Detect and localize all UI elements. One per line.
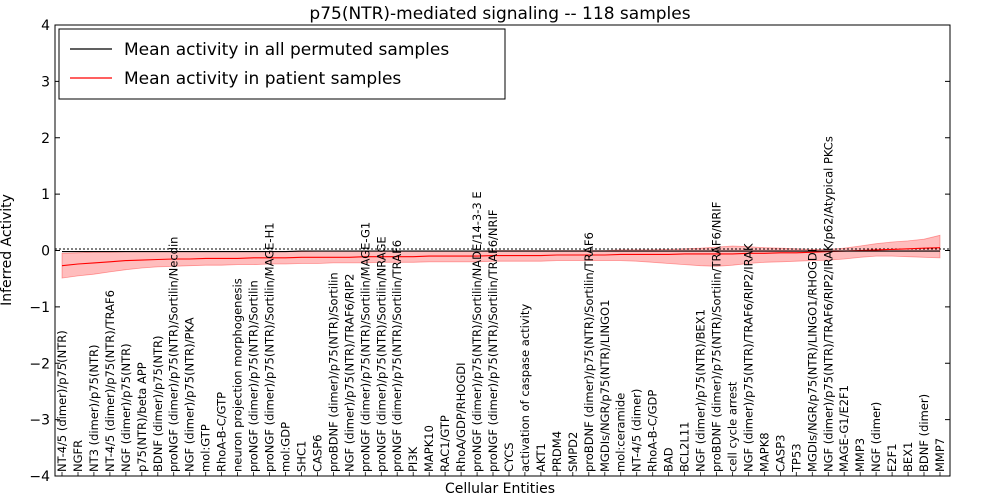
y-axis-ticks: −4 −3 −2 −1 0 1 2 3 4: [29, 18, 950, 485]
y-tick-label: 3: [41, 74, 50, 90]
category-label: NT3 (dimer)/p75(NTR): [87, 345, 101, 472]
category-label: PRDM4: [550, 431, 564, 472]
category-label: SMPD2: [566, 432, 580, 472]
category-label: MMP3: [853, 438, 867, 472]
patient-mean-line: [61, 247, 941, 267]
category-label: proNGF (dimer)/p75(NTR)/Sortilin/MAGE-G1: [358, 222, 372, 472]
category-label: MMP7: [933, 438, 947, 472]
category-label: RhoA-B-C/GDP: [646, 390, 660, 472]
category-label: MAGE-G1/E2F1: [837, 385, 851, 472]
legend-box: [58, 28, 506, 100]
category-label: RhoA/GDP/RHOGDI: [454, 363, 468, 472]
plot-area: NT-4/5 (dimer)/p75(NTR) NGFR NT3 (dimer)/p…: [54, 24, 951, 477]
category-label: NGF (dimer)/p75(NTR): [119, 343, 133, 472]
y-tick-label: −3: [29, 413, 50, 429]
category-label: TP53: [789, 443, 803, 473]
y-tick-label: 2: [41, 131, 50, 147]
category-label: proNGF (dimer)/p75(NTR)/Sortilin/Necdin: [167, 237, 181, 472]
category-label: CASP3: [773, 435, 787, 472]
category-label: proBDNF (dimer)/p75(NTR)/Sortilin/TRAF6: [582, 232, 596, 472]
category-label: NGF (dimer)/p75(NTR)/PKA: [183, 317, 197, 472]
category-label: RAC1/GTP: [438, 415, 452, 472]
category-label: proBDNF (dimer)/p75(NTR)/Sortilin: [326, 272, 340, 472]
category-label: BDNF (dimer): [917, 394, 931, 472]
category-label: CASP6: [310, 435, 324, 472]
category-label: MAPK10: [422, 425, 436, 472]
category-label: BCL2L11: [678, 422, 692, 472]
x-axis-label: Cellular Entities: [445, 481, 555, 497]
category-label: proNGF (dimer)/p75(NTR)/Sortilin/NADE/14…: [470, 191, 484, 472]
category-label: proNGF (dimer)/p75(NTR)/Sortilin/TRAF6/N…: [486, 210, 500, 472]
category-label: NT-4/5 (dimer)/p75(NTR)/TRAF6: [103, 290, 117, 472]
category-label: MGDIs/NGR/p75(NTR)/LINGO1/RHOGDI: [805, 249, 819, 472]
series-line-layer: [61, 247, 941, 267]
category-label: NT-4/5 (dimer): [630, 389, 644, 472]
category-label: proNGF (dimer)/p75(NTR)/Sortilin/TRAF6: [390, 240, 404, 472]
category-label: NGFR: [71, 440, 85, 472]
category-label: E2F1: [885, 443, 899, 472]
category-label: NGF (dimer)/p75(NTR)/TRAF6/RIP2/IRAK/p62…: [821, 136, 835, 472]
category-label: PI3K: [406, 446, 420, 472]
category-label: cell cycle arrest: [726, 381, 740, 472]
category-label-layer: NT-4/5 (dimer)/p75(NTR) NGFR NT3 (dimer)/p…: [55, 136, 947, 476]
legend: Mean activity in all permuted samples Me…: [58, 28, 506, 100]
category-label: NT-4/5 (dimer)/p75(NTR): [55, 330, 69, 472]
category-label: SHC1: [295, 441, 309, 472]
y-tick-label: 0: [41, 244, 50, 260]
permuted-mean-line: [62, 250, 940, 253]
category-label: proNGF (dimer)/p75(NTR)/Sortilin/NRAGE: [374, 236, 388, 472]
legend-label-patient: Mean activity in patient samples: [124, 69, 401, 89]
category-label: proNGF (dimer)/p75(NTR)/Sortilin: [247, 280, 261, 472]
category-label: p75(NTR)/beta APP: [135, 362, 149, 472]
category-label: NGF (dimer): [869, 402, 883, 472]
category-label: neuron projection morphogenesis: [231, 278, 245, 472]
y-axis-label: Inferred Activity: [0, 194, 15, 306]
y-tick-label: −1: [29, 300, 50, 316]
y-tick-label: −2: [29, 356, 50, 372]
category-label: NGF (dimer)/p75(NTR)/TRAF6/RIP2: [342, 274, 356, 472]
category-label: NGF (dimer)/p75(NTR)/TRAF6/RIP2/IRAK: [741, 243, 755, 472]
legend-label-permuted: Mean activity in all permuted samples: [124, 40, 449, 60]
category-label: proBDNF (dimer)/p75(NTR)/Sortilin/TRAF6/…: [710, 202, 724, 472]
category-label: BAD: [662, 447, 676, 472]
category-label: CYCS: [502, 442, 516, 472]
category-label: NGF (dimer)/p75(NTR)/BEX1: [694, 309, 708, 472]
category-label: mol:GDP: [279, 422, 293, 472]
category-label: BDNF (dimer)/p75(NTR): [151, 336, 165, 473]
category-label: mol:ceramide: [614, 393, 628, 472]
category-label: proNGF (dimer)/p75(NTR)/Sortilin/MAGE-H1: [263, 222, 277, 472]
y-tick-label: 4: [41, 18, 50, 34]
y-tick-label: −4: [29, 469, 50, 485]
category-label: MAPK8: [757, 432, 771, 472]
chart-title: p75(NTR)-mediated signaling -- 118 sampl…: [309, 4, 690, 24]
category-label: mol:GTP: [199, 424, 213, 472]
category-label: AKT1: [534, 443, 548, 472]
category-label: MGDIs/NGR/p75(NTR)/LINGO1: [598, 300, 612, 472]
category-label: activation of caspase activity: [518, 304, 532, 472]
category-label: RhoA-B-C/GTP: [215, 392, 229, 472]
category-label: BEX1: [901, 442, 915, 472]
y-tick-label: 1: [41, 187, 50, 203]
